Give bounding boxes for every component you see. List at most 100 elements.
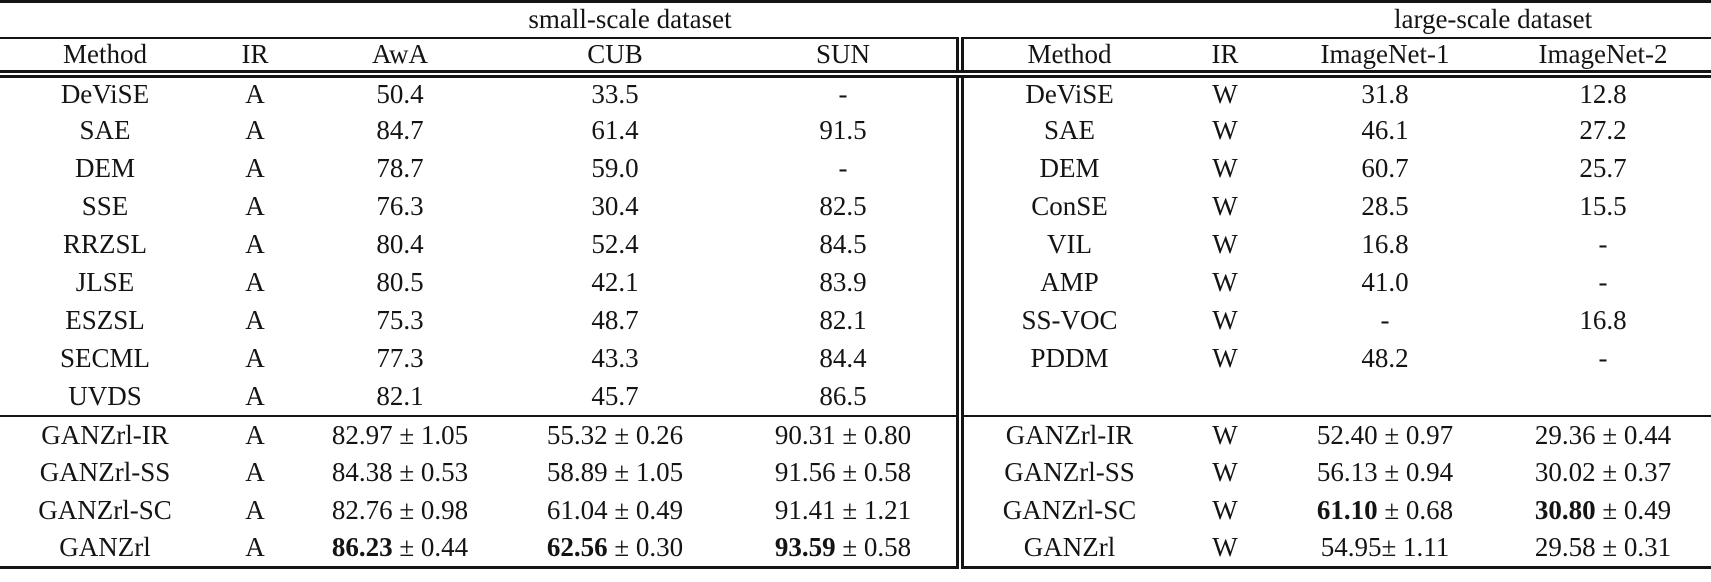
value-cell: 54.95± 1.11: [1320, 532, 1450, 563]
table-row: GANZrl-SC A 82.76 ± 0.98 61.04 ± 0.49 91.41 …: [0, 491, 1711, 530]
method-cell-left: DeViSE: [60, 79, 150, 109]
value-cell: 28.5: [1361, 191, 1409, 221]
value-cell: -: [1598, 343, 1608, 373]
value-cell: 27.2: [1579, 115, 1627, 145]
value-cell: W: [1212, 457, 1238, 487]
value-cell: 78.7: [376, 153, 424, 183]
value-cell: 33.5: [591, 79, 639, 109]
value-cell: 48.2: [1361, 343, 1409, 373]
value-cell: 29.36 ± 0.44: [1495, 414, 1711, 454]
value-cell: A: [245, 229, 265, 259]
value-cell: 52.40 ± 0.97: [1275, 414, 1496, 454]
method-cell-right: [956, 377, 1176, 416]
value-cell: 46.1: [1361, 115, 1409, 145]
value-cell: A: [245, 79, 265, 109]
value-cell: W: [1212, 343, 1238, 373]
value-cell: 60.7: [1361, 153, 1409, 183]
value-cell: W: [1212, 153, 1238, 183]
value-cell: W: [1212, 191, 1238, 221]
col-header-method-left: Method: [0, 37, 210, 78]
value-cell: 59.0: [591, 153, 639, 183]
table-row: GANZrl A 86.23 ± 0.44 62.56 ± 0.30 93.59 ± 0…: [0, 529, 1711, 568]
bold-value: 61.10: [1316, 495, 1378, 525]
value-cell: 82.1: [376, 380, 424, 411]
value-cell: A: [210, 414, 300, 454]
method-cell-left: DEM: [75, 153, 135, 183]
value-cell: 80.5: [376, 267, 424, 297]
method-cell-left: ESZSL: [65, 305, 145, 335]
col-header-awa: AwA: [300, 37, 500, 78]
table-row: DeViSE A 50.4 33.5 - DeViSE W 31.8 12.8: [0, 73, 1711, 112]
value-cell: 45.7: [591, 380, 639, 411]
table-row: ESZSL A 75.3 48.7 82.1 SS-VOC W - 16.8: [0, 301, 1711, 340]
value-cell: 56.13 ± 0.94: [1316, 457, 1454, 487]
method-cell-right: AMP: [956, 263, 1176, 302]
value-cell: 75.3: [376, 305, 424, 335]
table-row: RRZSL A 80.4 52.4 84.5 VIL W 16.8 -: [0, 225, 1711, 264]
value-cell: 30.02 ± 0.37: [1534, 457, 1672, 487]
value-cell: 52.4: [591, 229, 639, 259]
value-cell: W: [1212, 115, 1238, 145]
method-cell-left: GANZrl-IR: [0, 414, 210, 454]
value-cell: 91.5: [819, 115, 867, 145]
value-cell: 61.4: [591, 115, 639, 145]
value-cell: A: [245, 532, 265, 563]
value-cell: [1275, 378, 1495, 416]
method-cell-left: GANZrl-SS: [39, 457, 171, 487]
value-cell: A: [245, 457, 265, 487]
method-cell-right: ConSE: [956, 187, 1176, 226]
value-cell: A: [245, 343, 265, 373]
method-cell-left: GANZrl: [59, 532, 151, 563]
method-cell-right: SS-VOC: [956, 301, 1176, 340]
value-cell: A: [245, 191, 265, 221]
table-row: SSE A 76.3 30.4 82.5 ConSE W 28.5 15.5: [0, 187, 1711, 226]
value-cell: 91.41 ± 1.21: [774, 495, 912, 525]
method-cell-right: GANZrl-SC: [956, 491, 1176, 530]
results-table: small-scale dataset large-scale dataset …: [0, 0, 1711, 569]
value-cell: 16.8: [1361, 229, 1409, 259]
value-cell: -: [838, 153, 848, 183]
value-cell: 25.7: [1579, 153, 1627, 183]
col-header-ir-right: IR: [1175, 37, 1276, 78]
value-cell: 42.1: [591, 267, 639, 297]
value-cell: 61.04 ± 0.49: [546, 495, 684, 525]
value-cell: 29.58 ± 0.31: [1534, 532, 1672, 563]
value-cell: 58.89 ± 1.05: [546, 457, 684, 487]
value-cell: 48.7: [591, 305, 639, 335]
value-cell: 16.8: [1579, 305, 1627, 335]
col-header-imagenet-2: ImageNet-2: [1495, 37, 1711, 78]
value-cell: A: [245, 495, 265, 525]
value-cell: 15.5: [1579, 191, 1627, 221]
method-cell-right: GANZrl-SS: [956, 453, 1176, 492]
value-cell: 82.76 ± 0.98: [331, 495, 469, 525]
value-cell: 84.7: [376, 115, 424, 145]
method-cell-left: UVDS: [68, 380, 142, 411]
value-cell: 91.56 ± 0.58: [774, 457, 912, 487]
value-cell: W: [1212, 267, 1238, 297]
table-row: UVDS A 82.1 45.7 86.5: [0, 377, 1711, 416]
table-row: SECML A 77.3 43.3 84.4 PDDM W 48.2 -: [0, 339, 1711, 378]
value-cell: 62.56 ± 0.30: [546, 532, 684, 563]
value-cell: 86.23 ± 0.44: [331, 532, 469, 563]
value-cell: W: [1212, 495, 1238, 525]
value-cell: A: [245, 267, 265, 297]
value-cell: 76.3: [376, 191, 424, 221]
value-cell: -: [838, 79, 848, 109]
bold-value: 86.23: [331, 532, 393, 563]
col-header-method-right: Method: [956, 37, 1176, 78]
method-cell-right: DeViSE: [956, 73, 1176, 112]
table-row: GANZrl-IR A 82.97 ± 1.05 55.32 ± 0.26 90.31 …: [0, 414, 1711, 454]
value-cell: [1495, 378, 1711, 416]
bold-value: 30.80: [1534, 495, 1596, 525]
header-row: Method IR AwA CUB SUN Method IR ImageNet…: [0, 37, 1711, 78]
value-cell: 84.5: [819, 229, 867, 259]
value-cell: 55.32 ± 0.26: [500, 414, 730, 454]
value-cell: W: [1212, 532, 1238, 563]
bold-value: 62.56: [546, 532, 608, 563]
value-cell: A: [245, 305, 265, 335]
method-cell-right: DEM: [956, 149, 1176, 188]
table-row: JLSE A 80.5 42.1 83.9 AMP W 41.0 -: [0, 263, 1711, 302]
col-header-cub: CUB: [500, 37, 730, 78]
caption-spacer-right: [960, 1, 1276, 39]
